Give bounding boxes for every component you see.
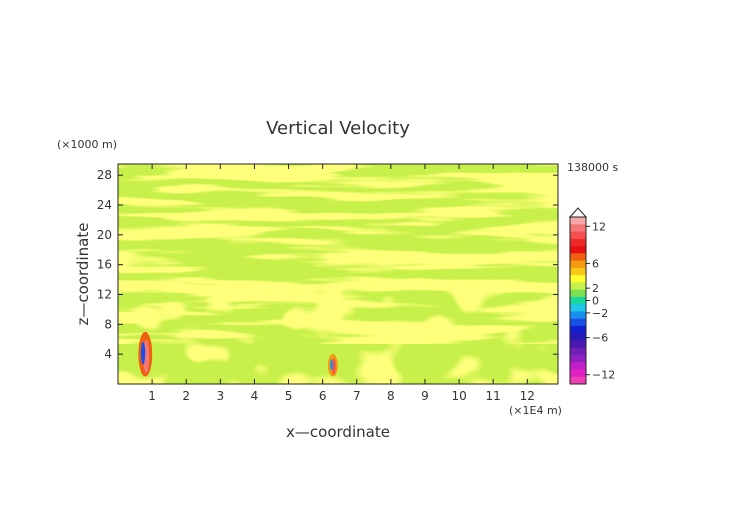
x-tick-label: 1	[148, 389, 156, 403]
downdraft-core	[140, 341, 146, 365]
y-tick-label: 8	[104, 317, 112, 331]
colorbar-label: −12	[592, 369, 615, 382]
x-tick-label: 10	[451, 389, 466, 403]
positive-velocity-patches	[118, 284, 558, 384]
updraft-feature	[138, 331, 153, 377]
colorbar-band	[570, 246, 586, 254]
colorbar-band	[570, 231, 586, 240]
x-tick-label: 4	[251, 389, 259, 403]
updraft-core	[332, 358, 336, 375]
velocity-features	[138, 331, 338, 377]
colorbar-label: 0	[592, 295, 599, 308]
y-tick-label: 12	[97, 288, 112, 302]
colorbar-label: 6	[592, 257, 599, 270]
colorbar-band	[570, 238, 586, 247]
x-tick-label: 7	[353, 389, 361, 403]
y-tick-label: 4	[104, 347, 112, 361]
chart-title: Vertical Velocity	[266, 118, 410, 139]
colorbar-band	[570, 296, 586, 305]
x-tick-label: 12	[520, 389, 535, 403]
colorbar-band	[570, 260, 586, 269]
x-axis: 1 2 3 4 5 6 7 8 9 10 11 12	[148, 164, 535, 403]
colorbar-label: −2	[592, 307, 608, 320]
x-tick-label: 6	[319, 389, 327, 403]
colorbar-band	[570, 224, 586, 233]
colorbar-band	[570, 347, 586, 356]
y-axis: 4 8 12 16 20 24 28	[97, 168, 558, 361]
updraft-feature	[327, 354, 338, 377]
y-tick-label: 20	[97, 228, 112, 242]
colorbar-band	[570, 333, 586, 341]
colorbar-band	[570, 311, 586, 320]
x-tick-label: 5	[285, 389, 293, 403]
x-axis-unit: (×1E4 m)	[509, 404, 562, 417]
colorbar-label: 2	[592, 282, 599, 295]
colorbar-band	[570, 318, 586, 327]
time-label: 138000 s	[567, 161, 618, 174]
colorbar-band	[570, 376, 586, 385]
colorbar-label: −6	[592, 332, 608, 345]
colorbar-band	[570, 253, 586, 262]
x-tick-label: 3	[217, 389, 225, 403]
y-tick-label: 24	[97, 198, 112, 212]
colorbar-band	[570, 354, 586, 363]
x-tick-label: 9	[421, 389, 429, 403]
colorbar-band	[570, 289, 586, 298]
colorbar-band	[570, 267, 586, 276]
colorbar-overflow-triangle	[568, 207, 588, 218]
x-tick-label: 11	[486, 389, 501, 403]
colorbar-band	[570, 369, 586, 378]
colorbar: 12 6 20−2 −6 −12	[568, 207, 615, 385]
colorbar-band	[570, 275, 586, 283]
colorbar-band	[570, 325, 586, 334]
colorbar-band	[570, 304, 586, 312]
colorbar-label: 12	[592, 220, 606, 233]
y-tick-label: 16	[97, 258, 112, 272]
x-tick-label: 8	[387, 389, 395, 403]
y-axis-unit: (×1000 m)	[57, 138, 117, 151]
plot-area	[118, 164, 558, 384]
downdraft-core	[330, 359, 333, 371]
colorbar-band	[570, 282, 586, 291]
y-axis-label: z—coordinate	[74, 223, 92, 326]
plot-frame	[117, 163, 559, 385]
x-tick-label: 2	[182, 389, 190, 403]
colorbar-band	[570, 217, 586, 225]
y-tick-label: 28	[97, 168, 112, 182]
colorbar-band	[570, 362, 586, 370]
colorbar-band	[570, 340, 586, 349]
x-axis-label: x—coordinate	[286, 423, 390, 441]
